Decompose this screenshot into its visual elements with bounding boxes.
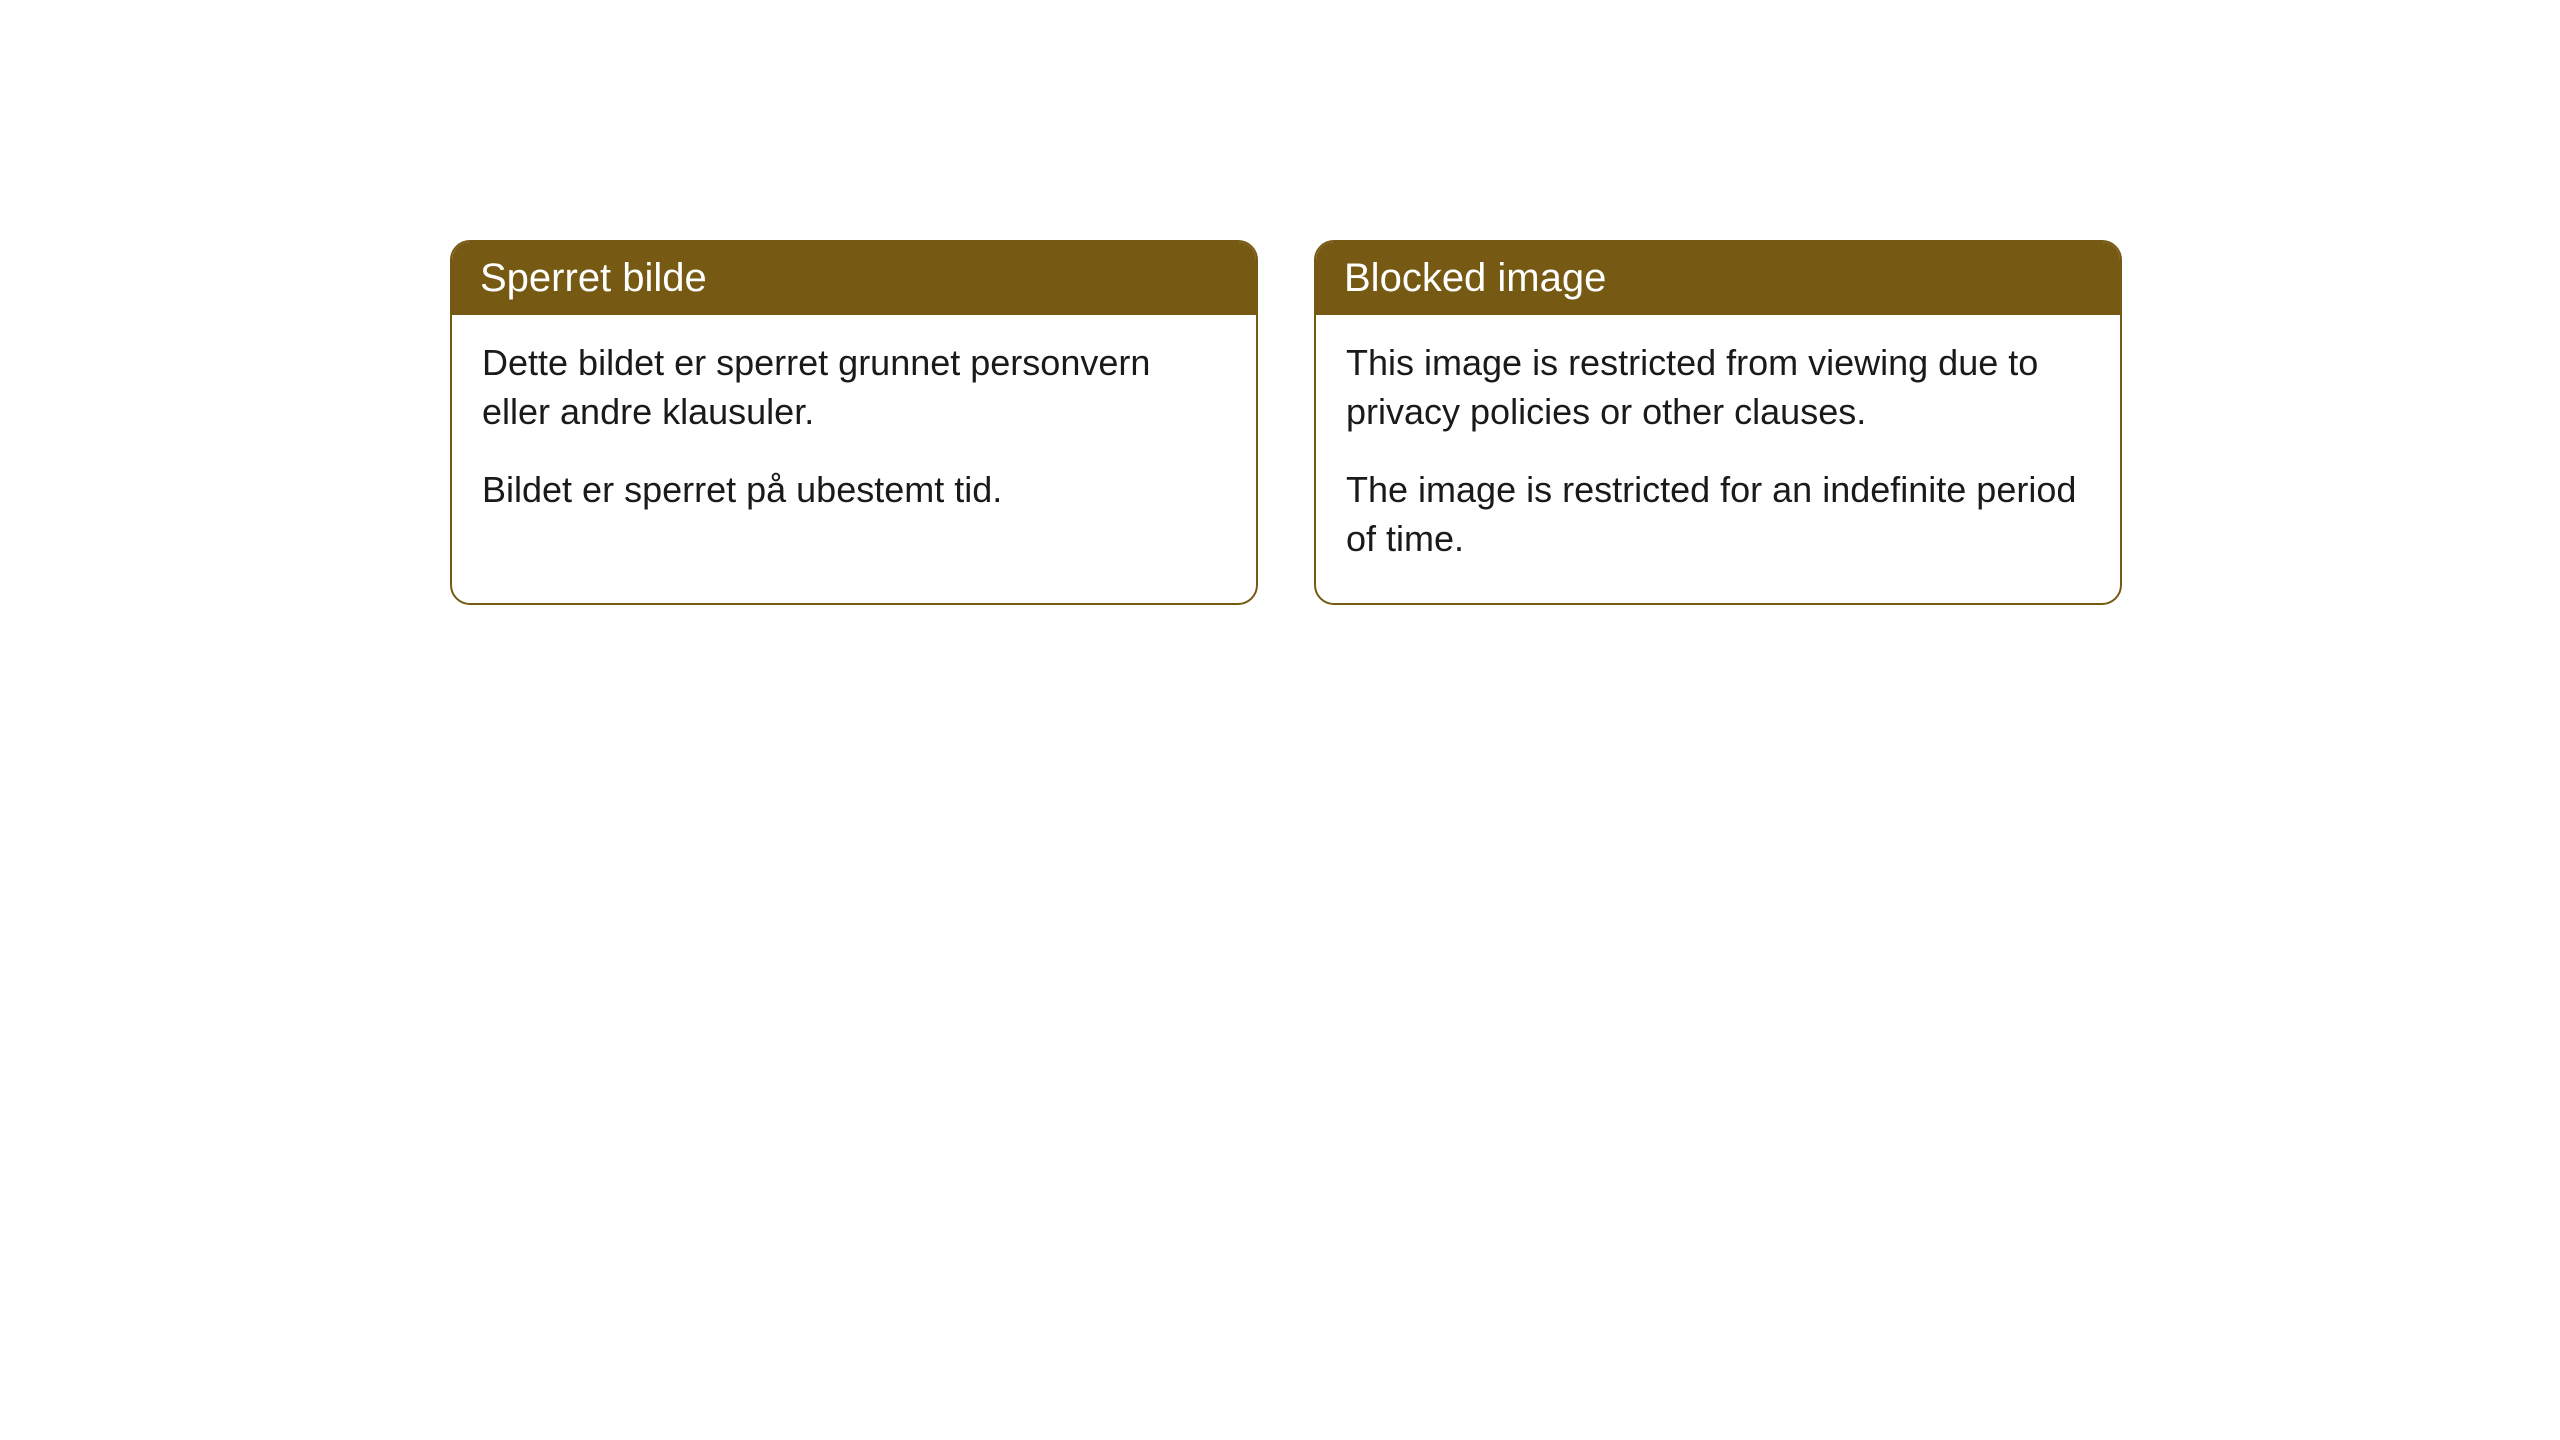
card-para2-en: The image is restricted for an indefinit… [1346,466,2090,563]
card-body-en: This image is restricted from viewing du… [1316,315,2120,603]
card-para1-en: This image is restricted from viewing du… [1346,339,2090,436]
card-header-no: Sperret bilde [452,242,1256,315]
card-body-no: Dette bildet er sperret grunnet personve… [452,315,1256,555]
blocked-image-card-no: Sperret bilde Dette bildet er sperret gr… [450,240,1258,605]
card-para1-no: Dette bildet er sperret grunnet personve… [482,339,1226,436]
card-title-en: Blocked image [1344,256,1606,300]
card-para2-no: Bildet er sperret på ubestemt tid. [482,466,1226,515]
card-title-no: Sperret bilde [480,256,707,300]
card-header-en: Blocked image [1316,242,2120,315]
blocked-image-card-en: Blocked image This image is restricted f… [1314,240,2122,605]
cards-container: Sperret bilde Dette bildet er sperret gr… [450,240,2122,605]
